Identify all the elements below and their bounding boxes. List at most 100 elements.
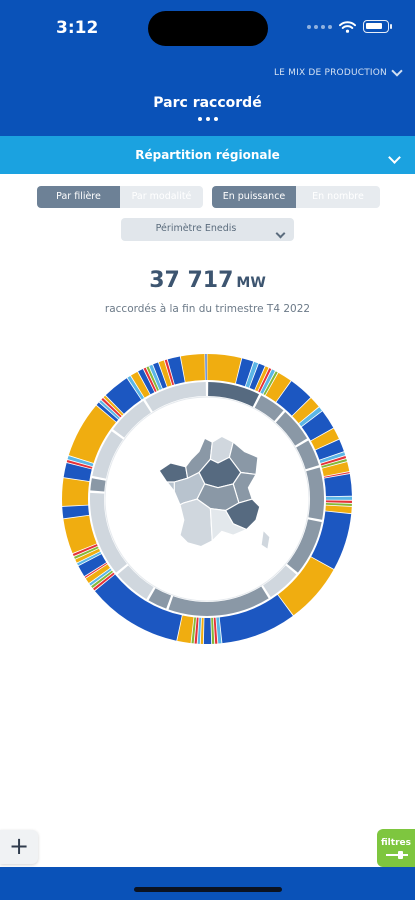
- home-indicator[interactable]: [134, 887, 282, 892]
- region-segment[interactable]: [92, 431, 124, 479]
- outer-segment-wind[interactable]: [62, 505, 90, 519]
- outer-segment-wind[interactable]: [205, 354, 207, 381]
- outer-segment-bio[interactable]: [143, 367, 157, 392]
- outer-segment-hydro[interactable]: [216, 617, 222, 644]
- outer-segment-hydro[interactable]: [299, 407, 322, 427]
- outer-segment-bio[interactable]: [323, 472, 350, 478]
- outer-segment-solar[interactable]: [103, 395, 124, 416]
- outer-segment-wind[interactable]: [96, 402, 119, 422]
- outer-segment-solar[interactable]: [200, 617, 204, 644]
- outer-segment-solar[interactable]: [180, 354, 205, 382]
- outer-segment-solar[interactable]: [325, 505, 352, 514]
- outer-segment-wind[interactable]: [301, 411, 334, 441]
- outer-segment-solar[interactable]: [85, 564, 110, 583]
- outer-segment-solar[interactable]: [292, 397, 319, 424]
- region-segment[interactable]: [208, 382, 260, 407]
- outer-segment-solar[interactable]: [130, 371, 150, 398]
- region-segment[interactable]: [90, 492, 127, 573]
- toggle-en-nombre[interactable]: En nombre: [296, 186, 380, 208]
- view-type-toggle: Par filière Par modalité: [37, 186, 203, 208]
- outer-segment-other[interactable]: [146, 366, 159, 391]
- outer-segment-bio[interactable]: [164, 359, 175, 386]
- more-icon[interactable]: [0, 117, 415, 121]
- outer-segment-hydro[interactable]: [77, 551, 102, 566]
- outer-segment-wind[interactable]: [249, 363, 265, 390]
- outer-segment-other[interactable]: [191, 617, 197, 644]
- production-mix-menu[interactable]: LE MIX DE PRODUCTION: [274, 65, 403, 78]
- region-segment[interactable]: [275, 412, 308, 446]
- outer-segment-solar[interactable]: [207, 354, 242, 384]
- outer-segment-bio[interactable]: [66, 459, 93, 469]
- outer-segment-wind[interactable]: [105, 378, 142, 414]
- region-segment[interactable]: [306, 467, 324, 520]
- outer-segment-other[interactable]: [91, 570, 114, 588]
- outer-segment-solar[interactable]: [62, 478, 90, 507]
- region-segment[interactable]: [168, 586, 269, 616]
- outer-segment-bio[interactable]: [325, 500, 352, 503]
- outer-segment-wind[interactable]: [219, 594, 293, 644]
- region-segment[interactable]: [287, 519, 322, 573]
- outer-segment-solar[interactable]: [311, 428, 339, 450]
- outer-segment-bio[interactable]: [72, 544, 98, 557]
- regional-donut-chart[interactable]: [60, 352, 354, 646]
- outer-segment-wind[interactable]: [276, 381, 311, 416]
- outer-segment-bio[interactable]: [258, 368, 272, 393]
- outer-segment-bio[interactable]: [213, 617, 218, 644]
- region-segment[interactable]: [117, 565, 154, 600]
- outer-segment-hydro[interactable]: [67, 455, 94, 467]
- outer-segment-other[interactable]: [211, 617, 215, 644]
- toggle-en-puissance[interactable]: En puissance: [212, 186, 296, 208]
- region-segment[interactable]: [113, 400, 151, 438]
- outer-segment-solar[interactable]: [158, 360, 172, 387]
- outer-segment-other[interactable]: [325, 502, 352, 507]
- outer-segment-other[interactable]: [263, 371, 278, 396]
- section-selector[interactable]: Répartition régionale: [0, 136, 415, 174]
- outer-segment-wind[interactable]: [167, 356, 185, 385]
- outer-segment-solar[interactable]: [63, 515, 97, 554]
- outer-segment-solar[interactable]: [255, 366, 269, 392]
- outer-segment-other[interactable]: [74, 546, 99, 559]
- outer-segment-bio[interactable]: [101, 397, 122, 418]
- outer-segment-hydro[interactable]: [319, 452, 346, 464]
- outer-segment-hydro[interactable]: [127, 376, 144, 400]
- outer-segment-bio[interactable]: [194, 617, 199, 644]
- region-segment[interactable]: [296, 440, 320, 470]
- outer-segment-hydro[interactable]: [197, 617, 202, 644]
- outer-segment-wind[interactable]: [63, 462, 92, 482]
- add-button[interactable]: +: [0, 830, 38, 864]
- toggle-par-filiere[interactable]: Par filière: [37, 186, 120, 208]
- outer-segment-other[interactable]: [321, 458, 347, 468]
- outer-segment-solar[interactable]: [177, 615, 194, 644]
- filters-button[interactable]: filtres: [377, 829, 415, 867]
- outer-segment-wind[interactable]: [203, 617, 212, 644]
- outer-segment-hydro[interactable]: [99, 400, 120, 420]
- outer-segment-bio[interactable]: [84, 562, 108, 578]
- outer-segment-bio[interactable]: [93, 572, 115, 591]
- outer-segment-wind[interactable]: [311, 511, 352, 570]
- outer-segment-hydro[interactable]: [260, 369, 275, 394]
- outer-segment-solar[interactable]: [322, 461, 350, 477]
- region-segment[interactable]: [263, 565, 297, 598]
- outer-segment-wind[interactable]: [138, 368, 155, 395]
- outer-segment-wind[interactable]: [324, 474, 352, 497]
- outer-segment-hydro[interactable]: [245, 361, 259, 388]
- outer-segment-hydro[interactable]: [149, 364, 163, 390]
- outer-segment-wind[interactable]: [153, 362, 167, 389]
- outer-segment-solar[interactable]: [278, 557, 334, 616]
- outer-segment-wind[interactable]: [235, 358, 254, 387]
- region-segment[interactable]: [90, 478, 106, 492]
- outer-segment-hydro[interactable]: [89, 568, 112, 586]
- outer-segment-solar[interactable]: [75, 548, 101, 563]
- perimeter-select[interactable]: Périmètre Enedis: [121, 218, 294, 241]
- region-segment[interactable]: [145, 382, 206, 412]
- outer-segment-wind[interactable]: [78, 554, 107, 577]
- outer-segment-wind[interactable]: [315, 439, 344, 460]
- outer-segment-solar[interactable]: [68, 405, 116, 464]
- region-segment[interactable]: [254, 395, 284, 422]
- outer-segment-hydro[interactable]: [325, 496, 352, 500]
- outer-segment-solar[interactable]: [265, 372, 291, 402]
- outer-segment-wind[interactable]: [94, 574, 182, 641]
- outer-segment-bio[interactable]: [320, 455, 347, 466]
- region-segment[interactable]: [148, 588, 172, 609]
- toggle-par-modalite[interactable]: Par modalité: [120, 186, 203, 208]
